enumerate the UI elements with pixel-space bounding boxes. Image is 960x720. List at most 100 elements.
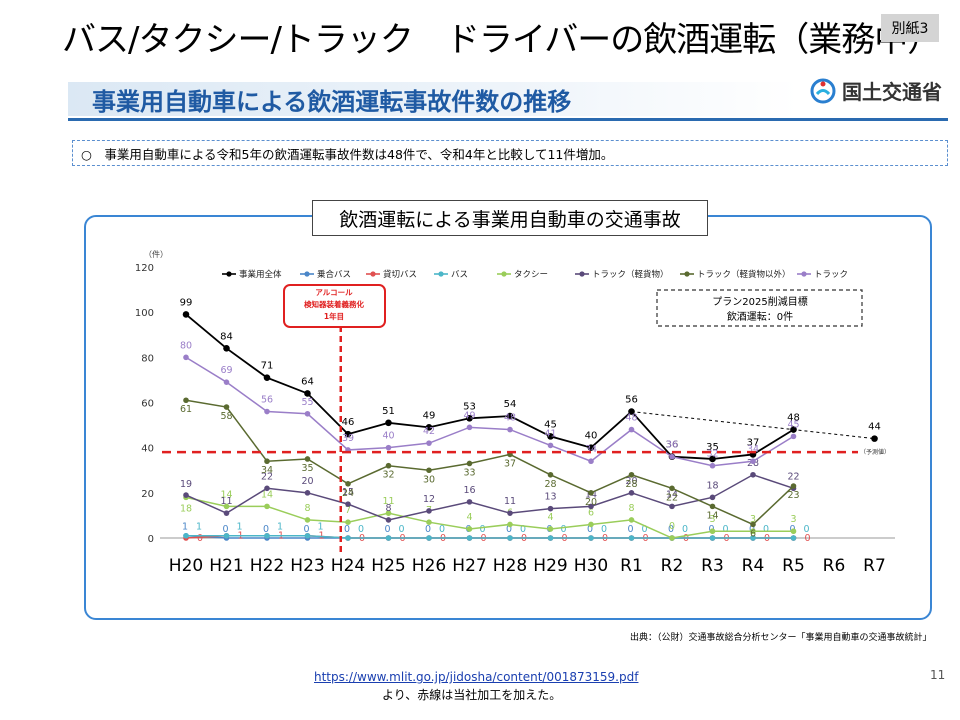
x-tick-label: H28 [493,556,527,576]
data-label: 0 [641,524,647,535]
data-label: 4 [547,512,553,523]
data-label: 64 [301,376,314,387]
data-point [426,519,432,525]
data-label: 15 [342,487,354,498]
data-point [507,426,513,433]
data-label: 36 [666,440,678,451]
data-label: 58 [220,411,232,422]
data-point [669,535,675,541]
data-label: 28 [625,479,637,490]
data-point [790,433,797,440]
data-label: 42 [423,426,435,437]
data-point [426,508,432,514]
legend-label: トラック（軽貨物以外） [697,269,791,280]
data-label: 1 [277,522,283,533]
series-line [185,399,795,526]
data-label: 71 [261,361,274,372]
chart-panel-title: 飲酒運転による事業用自動車の交通事故 [312,200,708,236]
legend-label: 貸切バス [383,269,417,280]
data-label: 8 [628,503,634,514]
data-point [385,419,392,427]
data-point [628,517,635,523]
data-label: 0 [222,524,228,535]
data-label: 20 [585,497,597,508]
data-label: 0 [197,533,203,544]
legend-marker [801,271,807,277]
data-point [628,535,635,541]
legend-marker [226,271,232,277]
data-point [426,535,432,541]
data-label: 51 [382,406,395,417]
data-point [669,503,675,510]
slide-title: バス/タクシー/トラック ドライバーの飲酒運転（業務中） [62,20,941,60]
data-label: 0 [506,524,512,535]
data-point [871,435,878,442]
data-point [466,535,473,541]
data-label: 56 [261,395,273,406]
target-box-line1: プラン2025削減目標 [712,295,807,308]
x-tick-label: R3 [701,556,724,576]
data-point [426,467,432,474]
series-line [185,356,794,467]
data-point [344,430,352,438]
y-tick-label: 20 [141,489,154,500]
data-point [547,505,554,512]
data-label: 3 [709,514,715,525]
x-tick-label: H29 [533,556,567,576]
data-point [669,485,675,492]
data-label: 0 [384,524,390,535]
x-tick-label: H27 [452,556,486,576]
data-label: 32 [382,470,394,481]
data-point [547,433,554,440]
data-point [507,535,513,541]
data-point [345,481,351,487]
y-tick-label: 120 [135,263,154,274]
data-label: 23 [787,490,799,501]
data-label: 14 [261,489,273,500]
data-label: 0 [803,524,809,535]
data-point [223,510,230,516]
data-label: 37 [747,437,760,448]
legend-label: 事業用全体 [239,269,282,280]
data-label: 35 [301,463,313,474]
data-label: 8 [385,503,391,514]
y-tick-label: 40 [141,444,154,455]
data-label: 0 [344,524,350,535]
data-label: 1 [196,522,202,533]
data-label: 4 [466,512,472,523]
annotation-text-2: 検知器装着義務化 [304,299,364,309]
data-label: 0 [587,524,593,535]
data-label: 48 [625,413,637,424]
data-point [628,490,635,496]
ministry-logo-icon [810,78,836,103]
series-line [185,313,794,460]
data-point [588,521,594,528]
data-point [547,535,554,541]
legend-label: トラック [814,270,848,280]
data-label: 39 [342,433,354,444]
data-point [223,532,230,539]
target-box-line2: 飲酒運転：0件 [727,310,793,323]
data-label: 56 [625,395,638,406]
data-label: 12 [423,494,435,505]
x-tick-label: R4 [742,556,765,576]
data-label: 0 [520,524,526,535]
ministry-logo-group: 国土交通省 [810,76,942,105]
data-point [304,456,311,462]
data-label: 69 [220,365,232,376]
data-label: 44 [868,422,881,433]
ministry-name: 国土交通省 [842,80,942,104]
data-label: 35 [706,442,719,453]
data-point [669,453,675,460]
data-label: 1 [317,522,323,533]
source-url-link[interactable]: https://www.mlit.go.jp/jidosha/content/0… [314,670,639,684]
data-point [304,390,311,397]
footnote: より、赤線は当社加工を加えた。 [382,688,562,702]
legend-marker [438,271,444,277]
legend-label: タクシー [514,270,548,280]
target-trend-line [631,411,875,440]
banner: 事業用自動車による飲酒運転事故件数の推移 国土交通省 [68,74,948,121]
data-label: 0 [627,524,633,535]
data-label: 32 [706,449,718,460]
data-label: 28 [544,479,556,490]
